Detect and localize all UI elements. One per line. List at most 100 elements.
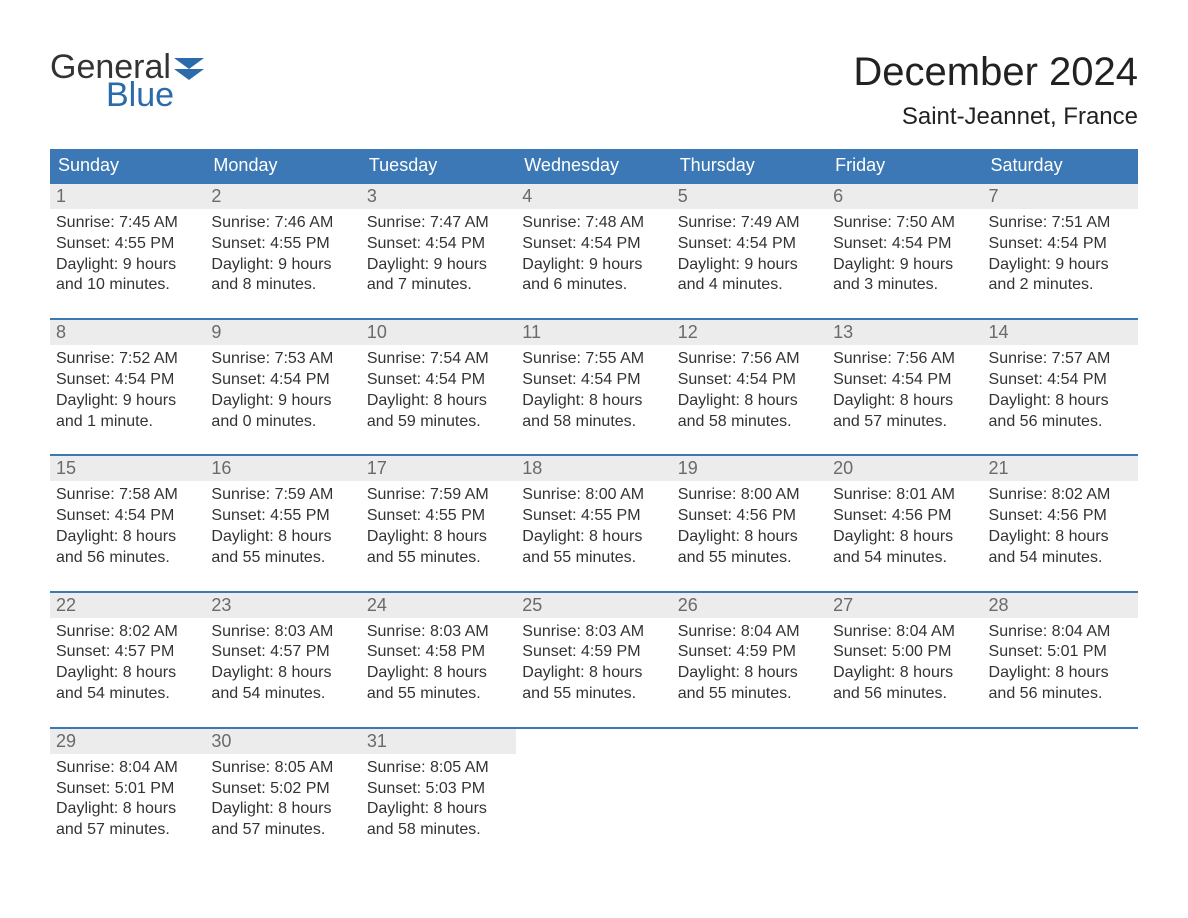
week-body-row: Sunrise: 7:58 AMSunset: 4:54 PMDaylight:…	[50, 481, 1138, 591]
day-number: 12	[678, 322, 698, 342]
daylight-line2: and 54 minutes.	[56, 684, 199, 705]
day-body-cell: Sunrise: 8:03 AMSunset: 4:58 PMDaylight:…	[361, 618, 516, 728]
sunset-line: Sunset: 4:54 PM	[678, 234, 821, 255]
daylight-line2: and 54 minutes.	[989, 548, 1132, 569]
daylight-line1: Daylight: 8 hours	[211, 663, 354, 684]
sunset-line: Sunset: 4:54 PM	[678, 370, 821, 391]
calendar-table: Sunday Monday Tuesday Wednesday Thursday…	[50, 149, 1138, 863]
day-number: 20	[833, 458, 853, 478]
day-body-cell: Sunrise: 7:59 AMSunset: 4:55 PMDaylight:…	[361, 481, 516, 591]
sunrise-line: Sunrise: 7:56 AM	[833, 349, 976, 370]
day-number: 1	[56, 186, 66, 206]
day-number: 13	[833, 322, 853, 342]
day-number-cell: 22	[50, 592, 205, 618]
brand-word2: Blue	[50, 78, 204, 112]
sunset-line: Sunset: 4:56 PM	[989, 506, 1132, 527]
sunset-line: Sunset: 5:01 PM	[989, 642, 1132, 663]
daylight-line2: and 55 minutes.	[678, 684, 821, 705]
sunrise-line: Sunrise: 8:04 AM	[678, 622, 821, 643]
day-number-cell: 28	[983, 592, 1138, 618]
sunrise-line: Sunrise: 8:01 AM	[833, 485, 976, 506]
sunset-line: Sunset: 4:54 PM	[989, 370, 1132, 391]
day-number-cell: 13	[827, 319, 982, 345]
sunset-line: Sunset: 4:55 PM	[522, 506, 665, 527]
daylight-line2: and 55 minutes.	[367, 548, 510, 569]
day-body-cell: Sunrise: 7:52 AMSunset: 4:54 PMDaylight:…	[50, 345, 205, 455]
day-number-cell: 9	[205, 319, 360, 345]
day-number-cell: 14	[983, 319, 1138, 345]
daylight-line1: Daylight: 8 hours	[989, 527, 1132, 548]
daylight-line2: and 54 minutes.	[833, 548, 976, 569]
day-number-cell: 27	[827, 592, 982, 618]
day-number: 6	[833, 186, 843, 206]
day-body-cell: Sunrise: 7:54 AMSunset: 4:54 PMDaylight:…	[361, 345, 516, 455]
daylight-line2: and 55 minutes.	[522, 548, 665, 569]
daylight-line1: Daylight: 9 hours	[522, 255, 665, 276]
sunrise-line: Sunrise: 7:55 AM	[522, 349, 665, 370]
day-body-cell: Sunrise: 8:02 AMSunset: 4:56 PMDaylight:…	[983, 481, 1138, 591]
sunset-line: Sunset: 5:01 PM	[56, 779, 199, 800]
day-number: 14	[989, 322, 1009, 342]
sunset-line: Sunset: 4:54 PM	[56, 370, 199, 391]
daylight-line2: and 56 minutes.	[989, 684, 1132, 705]
daylight-line2: and 55 minutes.	[678, 548, 821, 569]
day-body-cell: Sunrise: 8:03 AMSunset: 4:59 PMDaylight:…	[516, 618, 671, 728]
sunset-line: Sunset: 4:54 PM	[211, 370, 354, 391]
daylight-line2: and 57 minutes.	[211, 820, 354, 841]
sunrise-line: Sunrise: 7:46 AM	[211, 213, 354, 234]
day-body-cell: Sunrise: 7:50 AMSunset: 4:54 PMDaylight:…	[827, 209, 982, 319]
day-body-cell: Sunrise: 7:46 AMSunset: 4:55 PMDaylight:…	[205, 209, 360, 319]
day-body-cell: Sunrise: 8:04 AMSunset: 5:01 PMDaylight:…	[50, 754, 205, 863]
day-number: 5	[678, 186, 688, 206]
daylight-line2: and 57 minutes.	[833, 412, 976, 433]
sunset-line: Sunset: 4:58 PM	[367, 642, 510, 663]
daylight-line1: Daylight: 8 hours	[367, 391, 510, 412]
day-number-cell: 26	[672, 592, 827, 618]
daylight-line2: and 10 minutes.	[56, 275, 199, 296]
day-body-cell: Sunrise: 7:57 AMSunset: 4:54 PMDaylight:…	[983, 345, 1138, 455]
sunrise-line: Sunrise: 8:04 AM	[56, 758, 199, 779]
day-number: 7	[989, 186, 999, 206]
sunset-line: Sunset: 4:54 PM	[989, 234, 1132, 255]
day-number-cell: 29	[50, 728, 205, 754]
daylight-line1: Daylight: 8 hours	[522, 663, 665, 684]
sunset-line: Sunset: 4:54 PM	[367, 234, 510, 255]
day-body-cell: Sunrise: 7:53 AMSunset: 4:54 PMDaylight:…	[205, 345, 360, 455]
daylight-line1: Daylight: 8 hours	[989, 663, 1132, 684]
sunrise-line: Sunrise: 8:02 AM	[989, 485, 1132, 506]
day-body-cell: Sunrise: 7:49 AMSunset: 4:54 PMDaylight:…	[672, 209, 827, 319]
daylight-line2: and 57 minutes.	[56, 820, 199, 841]
daylight-line1: Daylight: 8 hours	[522, 391, 665, 412]
day-number: 24	[367, 595, 387, 615]
sunset-line: Sunset: 4:57 PM	[56, 642, 199, 663]
day-number-cell: 6	[827, 183, 982, 209]
week-daynum-row: 15161718192021	[50, 455, 1138, 481]
day-body-cell: Sunrise: 8:05 AMSunset: 5:03 PMDaylight:…	[361, 754, 516, 863]
sunrise-line: Sunrise: 7:53 AM	[211, 349, 354, 370]
day-body-cell: Sunrise: 7:59 AMSunset: 4:55 PMDaylight:…	[205, 481, 360, 591]
day-body-cell: Sunrise: 8:04 AMSunset: 4:59 PMDaylight:…	[672, 618, 827, 728]
day-body-cell	[516, 754, 671, 863]
day-number: 11	[522, 322, 541, 342]
sunset-line: Sunset: 4:54 PM	[522, 234, 665, 255]
sunset-line: Sunset: 5:02 PM	[211, 779, 354, 800]
sunset-line: Sunset: 5:03 PM	[367, 779, 510, 800]
daylight-line1: Daylight: 8 hours	[367, 663, 510, 684]
sunrise-line: Sunrise: 7:59 AM	[367, 485, 510, 506]
day-number: 10	[367, 322, 387, 342]
daylight-line1: Daylight: 9 hours	[367, 255, 510, 276]
daylight-line1: Daylight: 9 hours	[678, 255, 821, 276]
sunset-line: Sunset: 4:56 PM	[833, 506, 976, 527]
dow-friday: Friday	[827, 149, 982, 183]
day-number-cell: 25	[516, 592, 671, 618]
day-number: 22	[56, 595, 76, 615]
sunrise-line: Sunrise: 8:05 AM	[211, 758, 354, 779]
day-number-cell: 21	[983, 455, 1138, 481]
day-body-cell: Sunrise: 7:58 AMSunset: 4:54 PMDaylight:…	[50, 481, 205, 591]
day-number: 28	[989, 595, 1009, 615]
day-number-cell: 18	[516, 455, 671, 481]
day-number-cell	[827, 728, 982, 754]
week-daynum-row: 22232425262728	[50, 592, 1138, 618]
daylight-line2: and 4 minutes.	[678, 275, 821, 296]
day-body-cell: Sunrise: 7:56 AMSunset: 4:54 PMDaylight:…	[672, 345, 827, 455]
